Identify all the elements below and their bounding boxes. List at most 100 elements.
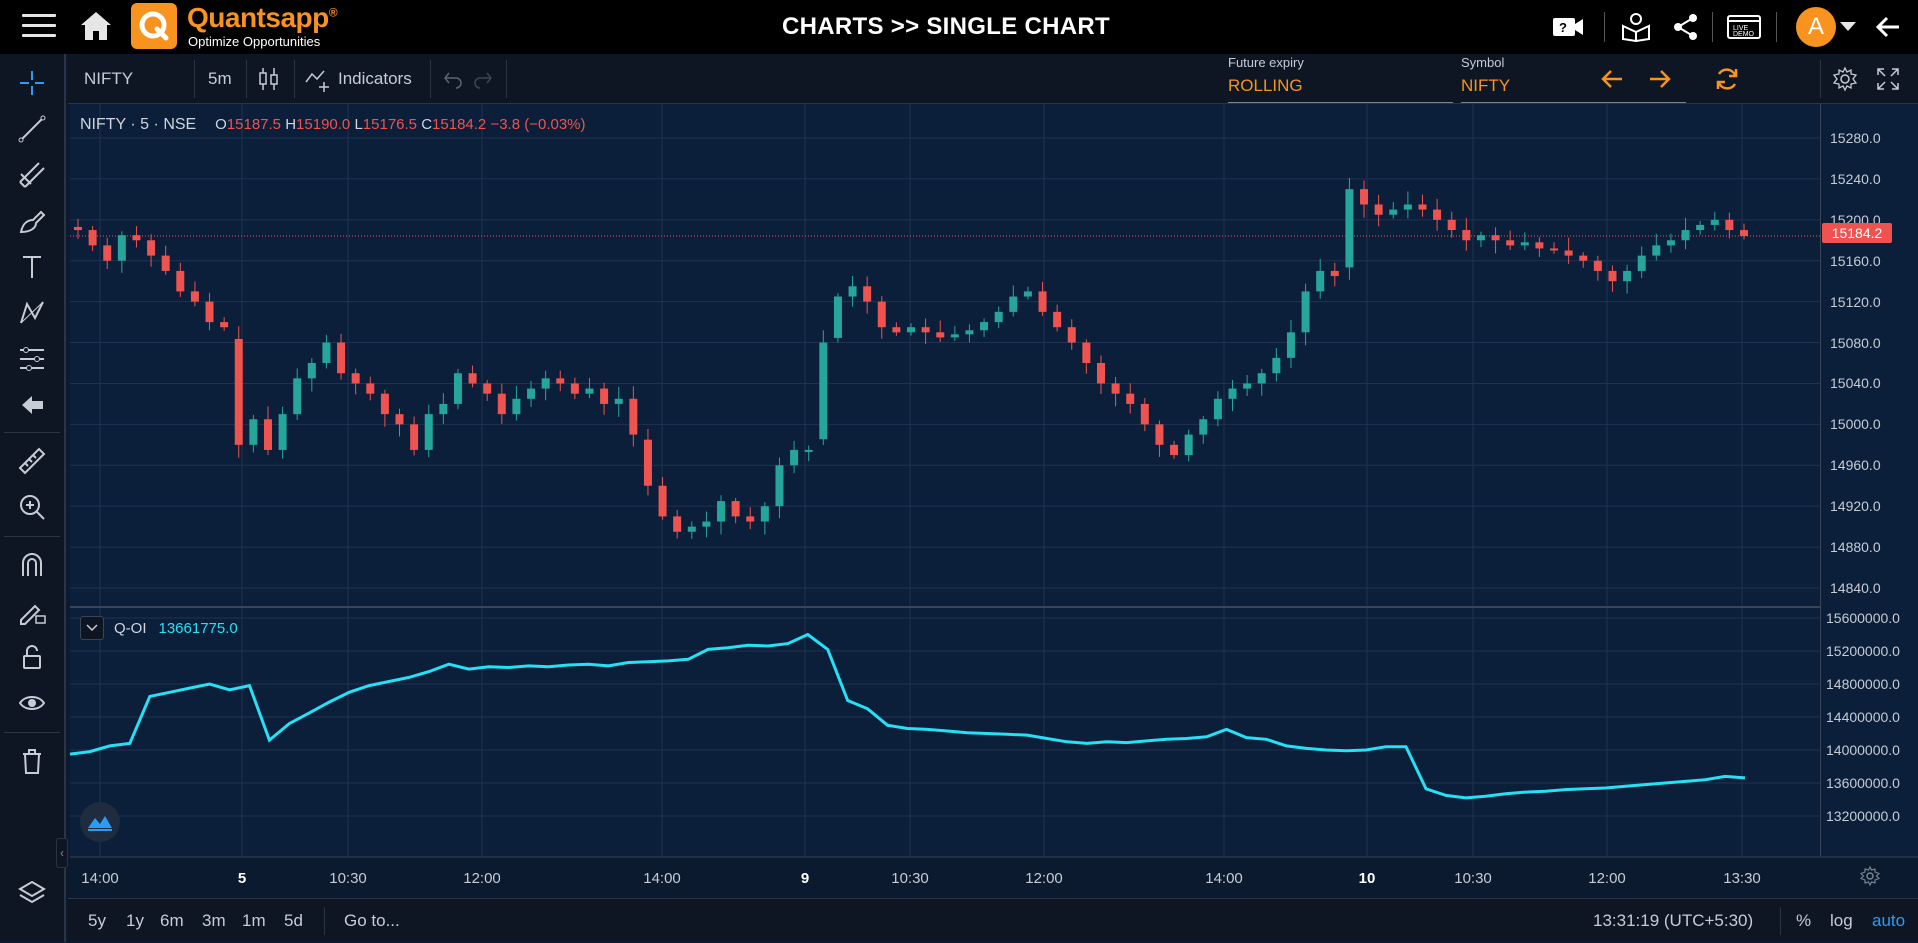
percent-toggle[interactable]: % (1796, 911, 1812, 930)
symbol-label: Symbol (1461, 55, 1505, 70)
time-tick-label: 10:30 (1454, 870, 1492, 887)
edit-lock-icon[interactable] (14, 594, 50, 628)
drawing-toolbar (0, 54, 66, 942)
range-5d[interactable]: 5d (284, 911, 303, 930)
chevron-down-icon[interactable] (1840, 22, 1856, 31)
underline (1228, 102, 1453, 103)
undo-icon[interactable] (442, 54, 464, 104)
future-expiry-select[interactable]: ROLLING (1228, 76, 1303, 95)
crosshair-icon[interactable] (14, 66, 50, 100)
oi-tick-label: 15200000.0 (1826, 643, 1900, 659)
avatar[interactable]: A (1796, 7, 1836, 47)
divider (1712, 12, 1713, 42)
brush-icon[interactable] (14, 204, 50, 238)
next-arrow-icon[interactable] (1648, 54, 1672, 104)
range-3m[interactable]: 3m (202, 911, 226, 930)
qoi-legend: Q-OI 13661775.0 (80, 616, 238, 640)
range-1y[interactable]: 1y (126, 911, 144, 930)
clock: 13:31:19 (UTC+5:30) (1593, 911, 1754, 930)
axis-settings-icon[interactable] (1859, 865, 1881, 891)
quantsapp-logo-icon[interactable] (131, 3, 177, 49)
indicators-icon (305, 70, 329, 92)
pitchfork-icon[interactable] (14, 158, 50, 192)
collapse-sidebar-button[interactable]: ‹ (56, 838, 68, 868)
top-bar: Quantsapp® Optimize Opportunities CHARTS… (0, 0, 1918, 54)
divider (1780, 907, 1781, 935)
log-toggle[interactable]: log (1830, 911, 1853, 930)
price-tick-label: 15040.0 (1830, 375, 1881, 392)
time-tick-label: 10:30 (891, 870, 929, 887)
price-tick-label: 14880.0 (1830, 539, 1881, 556)
last-price-tag: 15184.2 (1822, 223, 1892, 243)
future-expiry-label: Future expiry (1228, 55, 1304, 70)
user-box-icon[interactable] (1618, 10, 1654, 44)
divider (294, 60, 295, 98)
divider (506, 60, 507, 98)
oi-tick-label: 14400000.0 (1826, 709, 1900, 725)
refresh-icon[interactable] (1714, 54, 1740, 104)
indicators-button[interactable]: Indicators (304, 54, 412, 104)
divider (4, 536, 60, 537)
brand-name: Quantsapp® (187, 2, 338, 33)
share-icon[interactable] (1668, 10, 1704, 44)
range-1m[interactable]: 1m (242, 911, 266, 930)
pattern-icon[interactable] (14, 296, 50, 330)
back-arrow-icon[interactable] (1870, 10, 1906, 44)
settings-icon[interactable] (1832, 54, 1858, 104)
symbol-search[interactable]: NIFTY (84, 69, 134, 88)
home-icon[interactable] (78, 9, 114, 43)
divider (1820, 60, 1821, 98)
legend-high: 15190.0 (296, 116, 351, 133)
zoom-in-icon[interactable] (14, 490, 50, 524)
svg-text:LIVE: LIVE (1733, 25, 1749, 32)
fib-icon[interactable] (14, 342, 50, 376)
tradingview-logo-icon[interactable] (80, 802, 120, 842)
oi-tick-label: 15600000.0 (1826, 610, 1900, 626)
eye-icon[interactable] (14, 686, 50, 720)
time-tick-label: 14:00 (1205, 870, 1243, 887)
redo-icon[interactable] (472, 54, 494, 104)
divider (324, 907, 325, 935)
time-tick-label: 14:00 (81, 870, 119, 887)
menu-icon[interactable] (22, 14, 56, 40)
divider (194, 60, 195, 98)
underline (1461, 102, 1686, 103)
live-demo-icon[interactable]: LIVE DEMO (1726, 10, 1762, 44)
layers-icon[interactable] (14, 876, 50, 910)
time-tick-label: 12:00 (463, 870, 501, 887)
oi-tick-label: 14800000.0 (1826, 676, 1900, 692)
range-6m[interactable]: 6m (160, 911, 184, 930)
range-5y[interactable]: 5y (88, 911, 106, 930)
time-tick-label: 10 (1358, 870, 1376, 887)
price-tick-label: 15160.0 (1830, 252, 1881, 269)
indicators-label: Indicators (338, 69, 412, 88)
text-tool-icon[interactable] (14, 250, 50, 284)
legend-close: 15184.2 (432, 116, 487, 133)
brand-tagline: Optimize Opportunities (188, 34, 321, 49)
magnet-icon[interactable] (14, 548, 50, 582)
divider (4, 732, 60, 733)
price-tick-label: 14920.0 (1830, 498, 1881, 515)
goto-button[interactable]: Go to... (344, 911, 400, 930)
trend-line-icon[interactable] (14, 112, 50, 146)
back-arrow-icon[interactable] (14, 388, 50, 422)
prev-arrow-icon[interactable] (1600, 54, 1624, 104)
divider (1776, 12, 1777, 42)
time-tick-label: 13:30 (1723, 870, 1761, 887)
time-tick-label: 5 (237, 870, 247, 887)
svg-text:?: ? (1559, 20, 1567, 35)
legend-low: 15176.5 (362, 116, 418, 133)
symbol-select[interactable]: NIFTY (1461, 76, 1511, 95)
interval-select[interactable]: 5m (208, 69, 232, 88)
auto-toggle[interactable]: auto (1872, 911, 1906, 930)
price-tick-label: 14840.0 (1830, 580, 1881, 596)
ruler-icon[interactable] (14, 444, 50, 478)
trash-icon[interactable] (14, 744, 50, 778)
video-help-icon[interactable]: ? (1550, 10, 1586, 44)
price-tick-label: 15080.0 (1830, 334, 1881, 351)
collapse-pane-button[interactable] (80, 616, 104, 640)
lock-icon[interactable] (14, 640, 50, 674)
chart-pane[interactable] (70, 104, 1820, 856)
fullscreen-icon[interactable] (1876, 54, 1900, 104)
candle-style-icon[interactable] (258, 54, 280, 104)
